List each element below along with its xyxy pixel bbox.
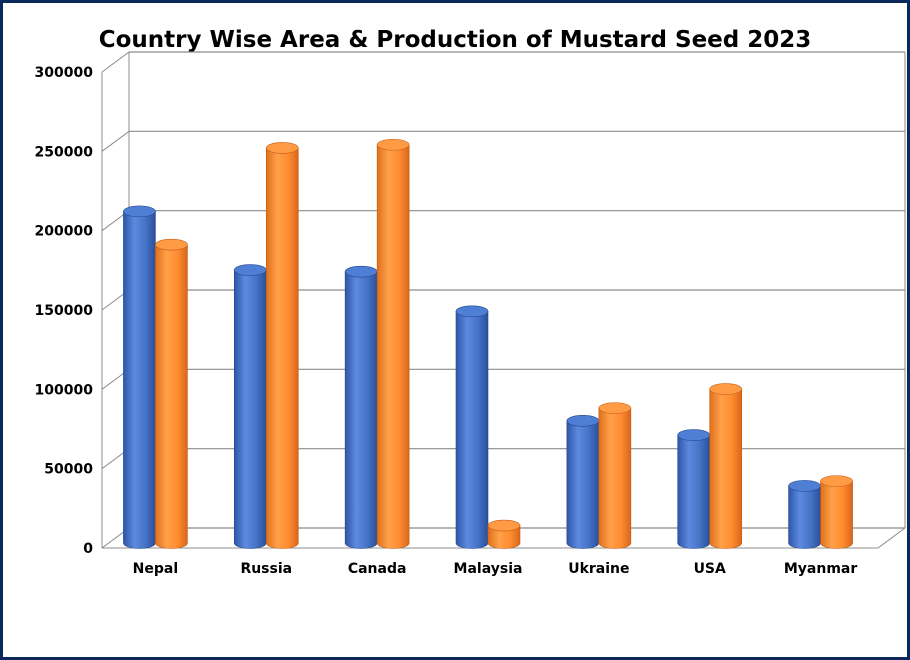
bar-blue xyxy=(123,205,156,549)
y-tick-label: 0 xyxy=(83,541,93,557)
x-tick-label: Nepal xyxy=(133,561,178,577)
bar-blue xyxy=(677,429,711,549)
bar-orange xyxy=(487,519,521,549)
floor-edge xyxy=(877,527,906,549)
x-tick-label: Canada xyxy=(348,561,407,577)
side-wall-gridline xyxy=(101,51,130,73)
x-tick-label: USA xyxy=(694,561,726,577)
bar-blue xyxy=(566,415,600,549)
y-axis-ticks: 0 50000 100000 150000 200000 250000 300000 xyxy=(35,65,94,557)
plot-walls xyxy=(101,51,906,549)
bar-orange xyxy=(709,383,743,549)
x-tick-label: Ukraine xyxy=(568,561,629,577)
y-tick-label: 150000 xyxy=(35,303,94,319)
y-tick-label: 50000 xyxy=(44,462,93,478)
side-wall-gridline xyxy=(101,130,130,152)
bar-orange xyxy=(155,238,188,549)
x-tick-label: Russia xyxy=(240,561,292,577)
bar-orange xyxy=(376,138,410,549)
bar-blue xyxy=(344,265,378,549)
bar-orange xyxy=(820,475,853,549)
x-tick-label: Malaysia xyxy=(454,561,523,577)
bar-blue xyxy=(233,264,267,549)
x-axis-ticks: Nepal Russia Canada Malaysia Ukraine USA Myanm… xyxy=(133,561,858,577)
chart-title: Country Wise Area & Production of Mustar… xyxy=(99,27,812,53)
bar-orange xyxy=(598,402,632,549)
y-tick-label: 200000 xyxy=(35,224,94,240)
bar-orange xyxy=(265,142,299,549)
bar-blue xyxy=(788,480,821,549)
bar-blue xyxy=(455,305,489,549)
y-tick-label: 100000 xyxy=(35,382,94,398)
x-tick-label: Myanmar xyxy=(784,561,858,577)
bars xyxy=(123,138,853,549)
y-tick-label: 300000 xyxy=(35,65,94,81)
y-tick-label: 250000 xyxy=(35,144,94,160)
